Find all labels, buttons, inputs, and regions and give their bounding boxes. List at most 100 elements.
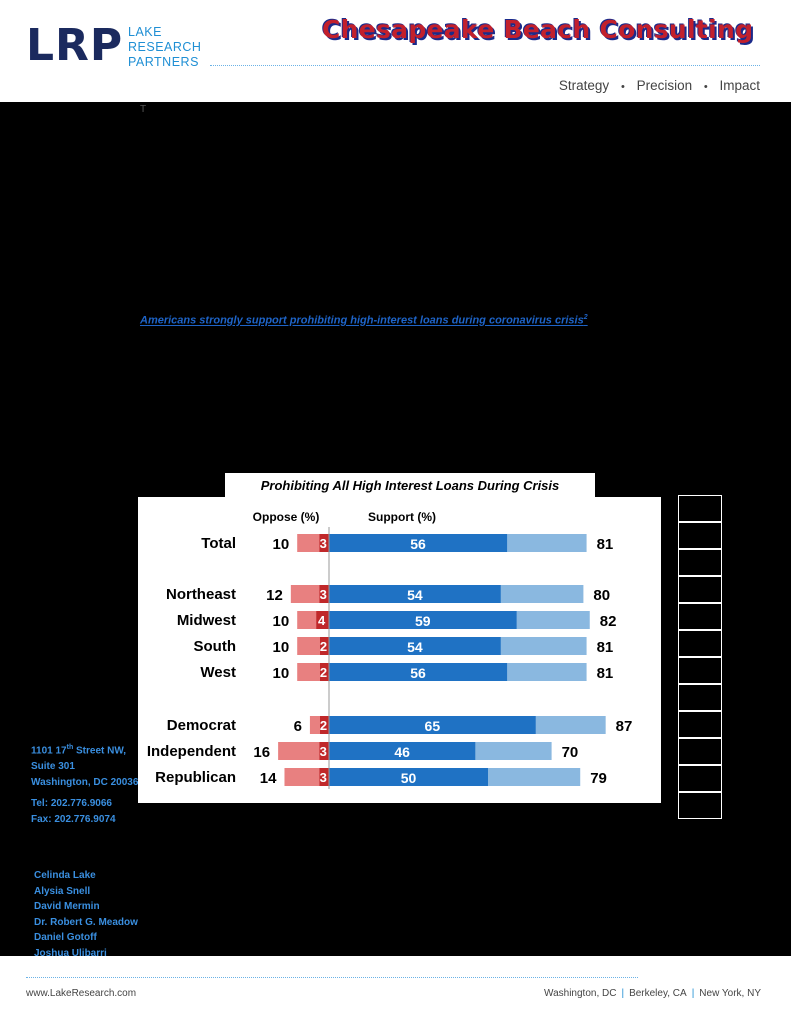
- address-city: Washington, DC 20036: [31, 777, 139, 789]
- category-label: South: [194, 638, 237, 655]
- article-link[interactable]: Americans strongly support prohibiting h…: [140, 314, 588, 327]
- support-total-value: 81: [597, 536, 614, 553]
- lrp-logo: LRP: [26, 20, 124, 71]
- support-strong-bar: [329, 716, 536, 734]
- support-strong-bar: [329, 611, 517, 629]
- oppose-strong-bar: [319, 585, 329, 603]
- oppose-strong-value: 2: [320, 639, 327, 654]
- tagline: Strategy • Precision • Impact: [559, 78, 760, 93]
- side-box: [678, 792, 722, 819]
- oppose-strong-bar: [319, 768, 329, 786]
- oppose-header: Oppose (%): [253, 510, 320, 524]
- footer-dotted-divider: [26, 977, 638, 978]
- support-strong-value: 65: [425, 718, 441, 734]
- address-number: 1101 17: [31, 745, 67, 757]
- oppose-strong-bar: [320, 637, 329, 655]
- support-strong-value: 54: [407, 639, 423, 655]
- city-washington: Washington, DC: [544, 988, 617, 999]
- oppose-strong-bar: [319, 534, 329, 552]
- support-strong-bar: [329, 637, 501, 655]
- oppose-strong-value: 2: [320, 718, 327, 733]
- support-total-value: 81: [597, 665, 614, 682]
- oppose-total-bar: [278, 742, 329, 760]
- support-total-value: 87: [616, 718, 633, 735]
- support-total-value: 82: [600, 613, 617, 630]
- support-strong-value: 54: [407, 587, 423, 603]
- category-label: Democrat: [167, 717, 236, 734]
- support-strong-bar: [329, 534, 508, 552]
- oppose-total-value: 14: [260, 770, 277, 787]
- support-oppose-chart: Oppose (%) Support (%) Total 3 10 56 81 Northea…: [147, 510, 633, 789]
- chart-title: Prohibiting All High Interest Loans Duri…: [260, 478, 560, 493]
- oppose-strong-value: 3: [320, 536, 327, 551]
- oppose-total-value: 10: [273, 536, 290, 553]
- side-box: [678, 765, 722, 792]
- fax-number: Fax: 202.776.9074: [31, 814, 116, 825]
- oppose-total-bar: [290, 585, 329, 603]
- chart-title-box: [225, 473, 595, 497]
- staff-name: Dr. Robert G. Meadow: [34, 916, 138, 928]
- support-strong-bar: [329, 663, 508, 681]
- staff-name: Daniel Gotoff: [34, 932, 97, 943]
- category-label: Independent: [147, 743, 236, 760]
- side-box: [678, 711, 722, 738]
- article-link-text[interactable]: Americans strongly support prohibiting h…: [140, 314, 584, 327]
- website-url[interactable]: www.LakeResearch.com: [26, 988, 137, 999]
- oppose-strong-value: 3: [320, 587, 327, 602]
- category-label: West: [200, 664, 236, 681]
- tagline-precision: Precision: [636, 78, 693, 93]
- side-box-column: [678, 495, 722, 819]
- oppose-strong-bar: [316, 611, 329, 629]
- city-separator: |: [621, 988, 625, 999]
- staff-list: Celinda Lake Alysia Snell David Mermin D…: [34, 868, 138, 961]
- support-header: Support (%): [368, 510, 436, 524]
- support-strong-value: 56: [410, 665, 426, 681]
- oppose-total-value: 10: [273, 639, 290, 656]
- header-dotted-divider: [210, 65, 760, 66]
- address-ordinal: th: [66, 744, 74, 751]
- oppose-strong-bar: [320, 716, 329, 734]
- logo-line-research: RESEARCH: [128, 40, 202, 54]
- side-box: [678, 657, 722, 684]
- category-label: Total: [201, 535, 236, 552]
- oppose-total-value: 6: [294, 718, 302, 735]
- office-cities: Washington, DC | Berkeley, CA | New York, NY: [544, 988, 761, 999]
- side-box: [678, 603, 722, 630]
- contact-phones: Tel: 202.776.9066 Fax: 202.776.9074: [31, 796, 116, 828]
- side-box: [678, 576, 722, 603]
- side-box: [678, 630, 722, 657]
- tagline-strategy: Strategy: [558, 78, 610, 93]
- support-total-value: 80: [593, 587, 610, 604]
- side-box: [678, 738, 722, 765]
- support-strong-value: 50: [401, 770, 417, 786]
- support-total-value: 70: [562, 744, 579, 761]
- city-berkeley: Berkeley, CA: [629, 988, 687, 999]
- side-box: [678, 522, 722, 549]
- tagline-bullet: •: [620, 81, 625, 93]
- stray-text-mark: T: [140, 104, 147, 115]
- chesapeake-beach-consulting-logo: Chesapeake Beach Consulting: [322, 15, 754, 44]
- support-total-value: 81: [597, 639, 614, 656]
- staff-name: Celinda Lake: [34, 870, 96, 881]
- oppose-total-value: 10: [273, 665, 290, 682]
- logo-line-partners: PARTNERS: [128, 55, 199, 69]
- staff-name: David Mermin: [34, 901, 100, 912]
- oppose-strong-value: 2: [320, 665, 327, 680]
- staff-name: Joshua Ulibarri: [34, 947, 107, 959]
- category-label: Midwest: [177, 612, 236, 629]
- support-strong-value: 56: [410, 536, 426, 552]
- support-strong-bar: [329, 585, 501, 603]
- phone-number: Tel: 202.776.9066: [31, 798, 112, 809]
- oppose-total-value: 16: [253, 744, 270, 761]
- city-separator: |: [691, 988, 695, 999]
- category-label: Northeast: [166, 586, 236, 603]
- oppose-strong-value: 4: [318, 613, 326, 628]
- support-strong-value: 46: [394, 744, 410, 760]
- lrp-logo-wordmark: LAKE RESEARCH PARTNERS: [128, 25, 201, 70]
- address-street: 1101 17th Street NW,: [31, 740, 138, 759]
- oppose-strong-bar: [319, 742, 329, 760]
- page-header: LRP LAKE RESEARCH PARTNERS Chesapeake Be…: [0, 0, 791, 102]
- page-footer: www.LakeResearch.com Washington, DC | Berk…: [0, 956, 791, 1024]
- oppose-strong-value: 3: [320, 744, 327, 759]
- oppose-total-value: 10: [273, 613, 290, 630]
